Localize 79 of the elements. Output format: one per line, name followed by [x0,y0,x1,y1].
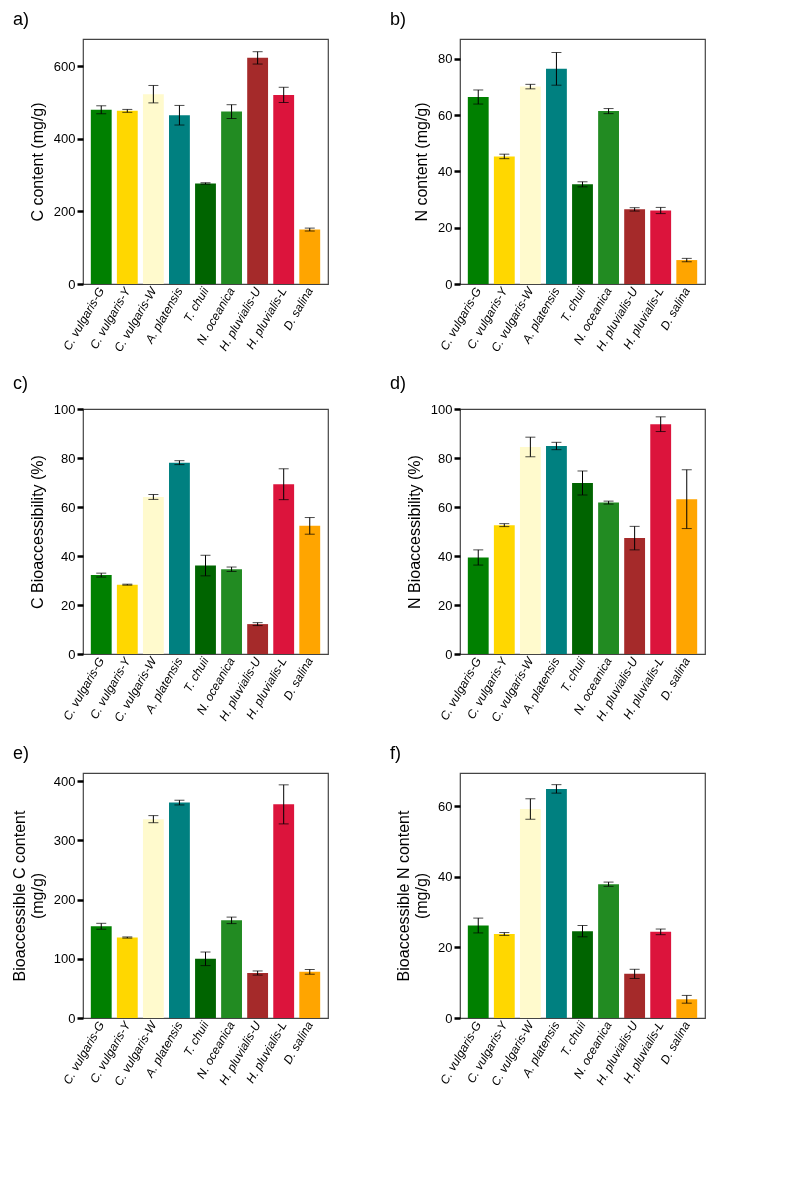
bar [624,538,646,654]
bar [299,229,321,284]
y-tick-label: 60 [438,107,453,123]
y-axis-title: C Bioaccessibility (%) [28,455,46,609]
bar [273,804,295,1018]
bar [572,931,593,1018]
bar [493,525,515,654]
bar [247,57,269,284]
y-tick-label: 0 [68,276,76,292]
y-tick-label: 0 [445,646,453,662]
bar [195,565,216,654]
y-tick-label: 0 [68,646,76,662]
bar [142,496,164,654]
bar [169,462,190,654]
y-tick-label: 100 [430,401,453,417]
y-tick-label: 20 [61,597,76,613]
bar [221,111,242,284]
y-tick-label: 80 [61,450,76,466]
y-axis-title: C content (mg/g) [28,102,46,222]
y-tick-label: 0 [68,1010,76,1026]
bar [546,68,567,284]
bar [467,557,489,654]
y-tick-label: 0 [445,1010,453,1026]
y-tick-label: 0 [445,276,453,292]
y-tick-label: 300 [53,832,76,848]
y-tick-label: 80 [438,51,453,67]
y-tick-label: 600 [53,58,76,74]
bar [546,446,567,654]
y-axis-title: Bioaccessible N content (mg/g) [395,810,431,982]
bar [299,971,321,1018]
bar [247,624,269,654]
y-tick-label: 40 [438,869,453,885]
bar [676,499,698,654]
chart-title: e) [13,743,30,763]
y-tick-label: 60 [61,499,76,515]
bar [116,937,138,1018]
y-tick-label: 80 [438,450,453,466]
y-axis-title: N Bioaccessibility (%) [405,455,423,609]
bar [467,925,489,1018]
bar [624,973,646,1018]
y-tick-label: 400 [53,773,76,789]
bar [116,110,138,284]
y-tick-label: 200 [53,892,76,908]
chart-title: d) [390,373,407,393]
chart-title: c) [13,373,28,393]
bar [650,424,672,654]
y-tick-label: 60 [438,499,453,515]
bar [624,209,646,284]
bar [572,482,593,654]
bar [195,183,216,284]
y-tick-label: 60 [438,798,453,814]
y-tick-label: 20 [438,597,453,613]
bar [273,484,295,654]
bar [299,525,321,654]
y-tick-label: 100 [53,951,76,967]
chart-title: a) [13,9,30,29]
chart-title: b) [390,9,407,29]
bar [116,584,138,654]
bar [273,94,295,284]
bar [519,809,541,1018]
y-tick-label: 40 [61,548,76,564]
bar [493,933,515,1018]
y-axis-title: Bioaccessible C content (mg/g) [10,810,46,982]
bar [598,502,619,654]
bar [195,958,216,1018]
y-tick-label: 20 [438,939,453,955]
bar [519,446,541,654]
y-tick-label: 400 [53,131,76,147]
y-tick-label: 40 [438,163,453,179]
y-tick-label: 20 [438,220,453,236]
bar [169,115,190,284]
y-tick-label: 200 [53,203,76,219]
chart-title: f) [390,743,401,763]
bar [467,97,489,284]
bar [142,94,164,284]
y-axis-title: N content (mg/g) [413,102,431,222]
y-tick-label: 40 [438,548,453,564]
y-tick-label: 100 [53,401,76,417]
bar [676,999,698,1018]
